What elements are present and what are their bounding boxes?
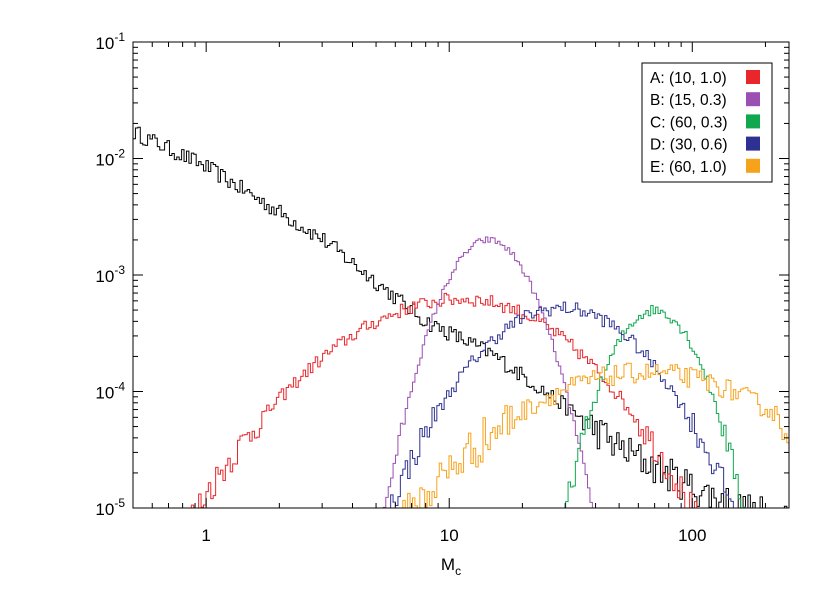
x-tick-label: 100 xyxy=(678,526,706,545)
legend-swatch xyxy=(746,136,760,151)
x-tick-label: 1 xyxy=(201,526,210,545)
legend-label: B: (15, 0.3) xyxy=(650,92,727,109)
x-axis-title: Mc xyxy=(441,555,461,578)
x-axis-title-subscript: c xyxy=(455,564,461,578)
series-line-reference xyxy=(133,126,790,509)
y-tick-label: 10-5 xyxy=(95,496,125,519)
y-tick-label: 10-3 xyxy=(95,263,125,286)
legend: A: (10, 1.0) B: (15, 0.3) C: (60, 0.3) D: (… xyxy=(641,62,773,183)
legend-swatch xyxy=(746,70,760,84)
y-tick-label: 10-4 xyxy=(95,380,125,403)
legend-swatch xyxy=(746,92,760,107)
legend-swatch xyxy=(746,158,760,173)
series-layer xyxy=(133,126,790,509)
y-tick-label: 10-1 xyxy=(95,30,125,53)
legend-label: D: (30, 0.6) xyxy=(650,137,728,154)
y-tick-label: 10-2 xyxy=(95,147,125,170)
legend-label: A: (10, 1.0) xyxy=(650,70,727,87)
series-line-a xyxy=(133,292,790,509)
legend-swatch xyxy=(746,114,760,129)
x-tick-label: 10 xyxy=(440,526,459,545)
axes-layer: 1 10 100 10-5 10-4 10-3 10-2 10-1 xyxy=(95,30,789,545)
legend-label: C: (60, 0.3) xyxy=(650,114,728,131)
series-line-e xyxy=(133,362,790,509)
legend-label: E: (60, 1.0) xyxy=(650,159,727,176)
x-axis-title-main: M xyxy=(441,555,455,574)
